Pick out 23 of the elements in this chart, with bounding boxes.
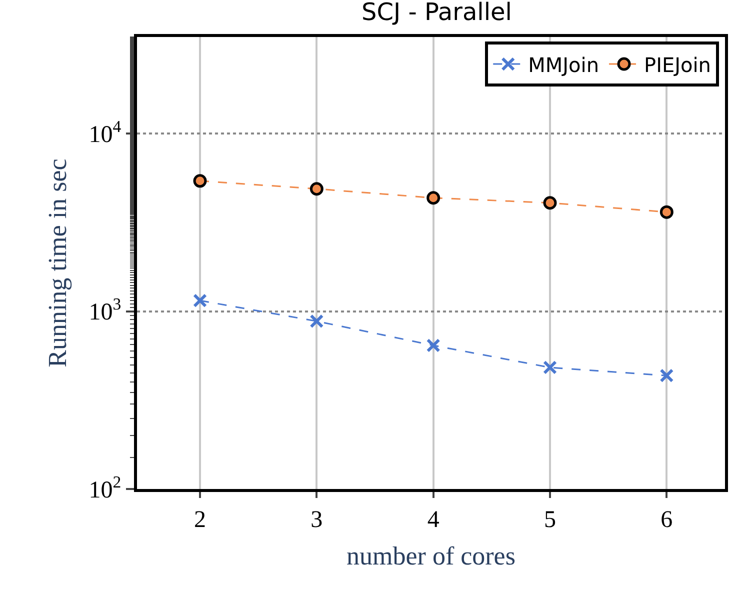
point <box>426 338 440 352</box>
x-tick-label: 3 <box>310 506 323 533</box>
point <box>193 174 207 188</box>
x-tick-label: 2 <box>194 506 206 533</box>
legend-label: PIEJoin <box>644 52 711 77</box>
y-tick-label: 10$^{2}$ <box>88 472 122 504</box>
legend-label: MMJoin <box>528 52 600 77</box>
x-tick-label: 4 <box>427 506 440 533</box>
x-axis-title: number of cores <box>346 542 516 570</box>
point <box>543 360 557 374</box>
point <box>310 314 324 328</box>
point <box>660 368 674 383</box>
y-axis-title: Running time in sec <box>43 158 72 368</box>
y-tick-label: 10$^{3}$ <box>88 294 122 326</box>
point <box>543 196 557 210</box>
x-tick-label: 5 <box>544 506 556 533</box>
point <box>193 294 207 308</box>
chart-title: SCJ - Parallel <box>362 0 512 26</box>
point <box>426 191 440 205</box>
point <box>310 182 324 196</box>
y-tick-label: 10$^{4}$ <box>88 116 122 148</box>
point <box>660 205 674 219</box>
x-tick-label: 6 <box>660 506 673 533</box>
